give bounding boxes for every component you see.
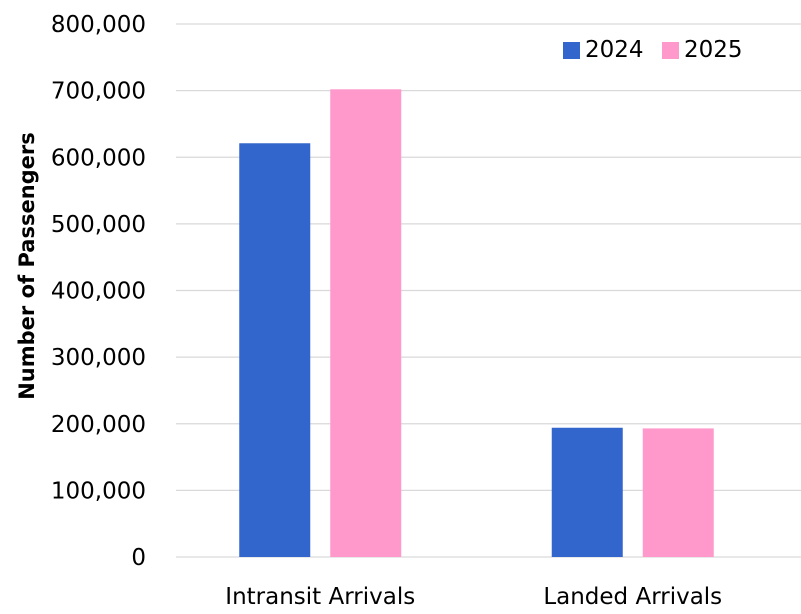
x-category-label: Intransit Arrivals xyxy=(225,584,415,610)
legend-label-2024: 2024 xyxy=(585,37,644,63)
y-tick-label: 400,000 xyxy=(51,279,146,305)
bar-2024-1 xyxy=(552,428,623,557)
y-axis-title: Number of Passengers xyxy=(15,132,39,400)
y-tick-label: 500,000 xyxy=(51,212,146,238)
bar-2025-1 xyxy=(643,428,714,557)
bars xyxy=(239,89,714,557)
legend: 2024 2025 xyxy=(563,37,743,63)
bar-2025-0 xyxy=(330,89,401,557)
legend-label-2025: 2025 xyxy=(684,37,743,63)
x-axis-categories: Intransit Arrivals Landed Arrivals xyxy=(225,584,722,610)
legend-swatch-2025 xyxy=(662,42,679,59)
y-tick-label: 600,000 xyxy=(51,145,146,171)
x-category-label: Landed Arrivals xyxy=(543,584,722,610)
bar-2024-0 xyxy=(239,143,310,557)
y-tick-label: 100,000 xyxy=(51,478,146,504)
y-axis-ticks: 0 100,000 200,000 300,000 400,000 500,000 600,… xyxy=(51,12,146,571)
y-tick-label: 300,000 xyxy=(51,345,146,371)
y-tick-label: 0 xyxy=(131,545,146,571)
y-tick-label: 200,000 xyxy=(51,412,146,438)
legend-swatch-2024 xyxy=(563,42,580,59)
y-tick-label: 800,000 xyxy=(51,12,146,38)
y-tick-label: 700,000 xyxy=(51,79,146,105)
